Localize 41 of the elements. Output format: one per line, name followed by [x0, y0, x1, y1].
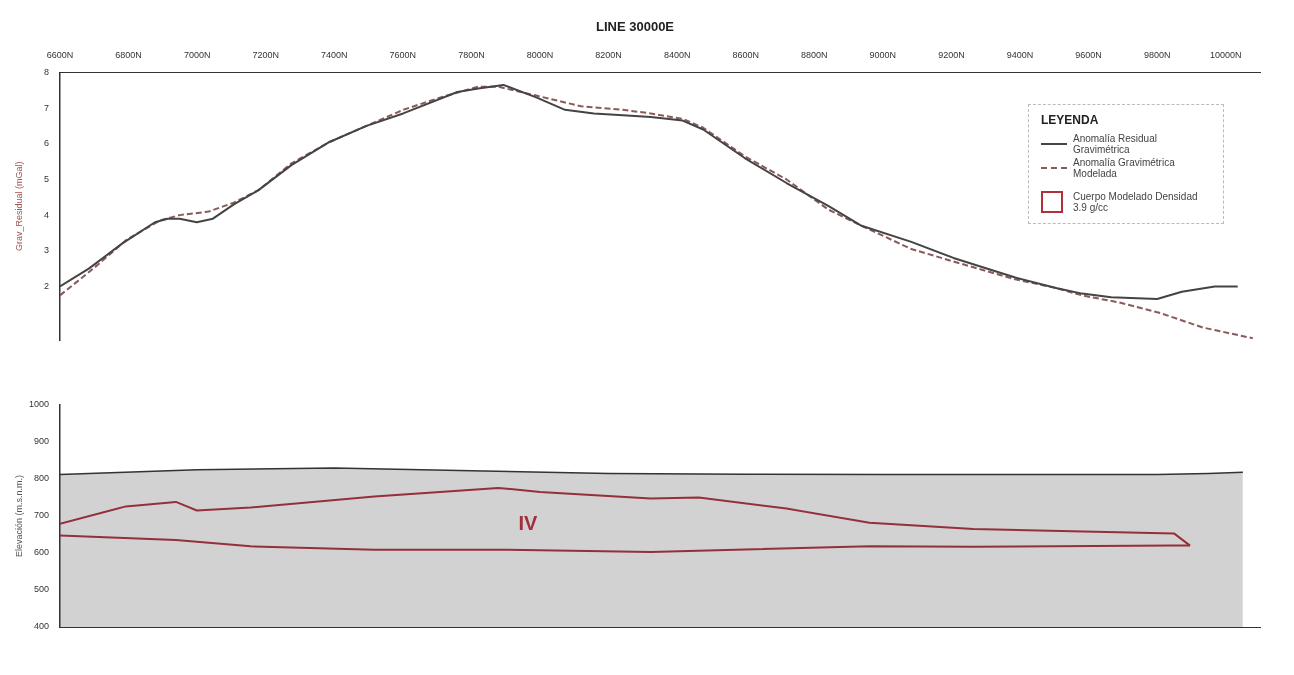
x-tick-label: 8600N [732, 50, 759, 61]
x-tick-label: 8000N [526, 50, 554, 61]
y-tick-label: 600 [33, 547, 49, 558]
y-tick-label: 7 [43, 102, 49, 113]
x-tick-label: 9800N [1143, 50, 1171, 61]
y-tick-label: 8 [43, 66, 49, 77]
y-tick-label: 5 [43, 173, 49, 184]
chart-title: LINE 30000E [595, 19, 675, 35]
x-tick-label: 6600N [46, 50, 74, 61]
annotation: IV [518, 512, 539, 535]
y-tick-label: 6 [43, 138, 49, 149]
y-tick-label: 3 [43, 245, 49, 256]
y-tick-label: 1000 [28, 399, 49, 410]
legend-label: Cuerpo Modelado Densidad 3.9 g/cc [1073, 191, 1199, 213]
x-tick-label: 7800N [458, 50, 485, 61]
y-tick-label: 900 [33, 436, 49, 447]
y-tick-label: 4 [43, 209, 49, 220]
x-tick-label: 8800N [801, 50, 828, 61]
x-tick-label: 9600N [1075, 50, 1102, 61]
line-series [60, 85, 1254, 340]
x-tick-label: 7600N [389, 50, 417, 61]
legend-label: Anomalía Gravimétrica Modelada [1073, 157, 1176, 179]
x-tick-label: 10000N [1209, 50, 1242, 61]
y-tick-label: 700 [33, 510, 49, 521]
x-tick-label: 8400N [663, 50, 691, 61]
x-tick-label: 8200N [595, 50, 622, 61]
y-axis-title: Elevación (m.s.n.m.) [13, 474, 24, 558]
y-tick-label: 2 [43, 280, 49, 291]
legend-title: LEYENDA [1041, 113, 1100, 127]
x-tick-label: 7000N [183, 50, 211, 61]
y-tick-label: 800 [33, 473, 49, 484]
x-tick-label: 6800N [115, 50, 142, 61]
legend-label: Anomalía Residual Gravimétrica [1073, 133, 1158, 155]
x-tick-label: 9400N [1006, 50, 1034, 61]
x-tick-label: 9200N [938, 50, 965, 61]
y-axis-title: Grav_Residual (mGal) [13, 161, 24, 251]
x-tick-label: 9000N [869, 50, 897, 61]
x-tick-label: 7200N [252, 50, 279, 61]
y-tick-label: 400 [33, 621, 49, 632]
x-tick-label: 7400N [321, 50, 348, 61]
y-tick-label: 500 [33, 584, 49, 595]
